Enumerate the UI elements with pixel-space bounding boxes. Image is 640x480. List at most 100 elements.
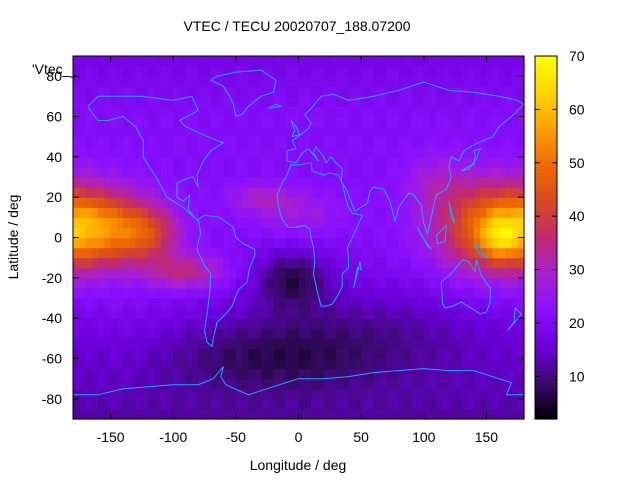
heatmap-cell bbox=[379, 257, 387, 269]
heatmap-cell bbox=[235, 187, 243, 198]
heatmap-cell bbox=[492, 156, 500, 168]
heatmap-cell bbox=[498, 318, 506, 329]
heatmap-cell bbox=[461, 146, 469, 158]
heatmap-cell bbox=[141, 257, 149, 269]
heatmap-cell bbox=[254, 197, 262, 208]
heatmap-cell bbox=[517, 257, 525, 269]
heatmap-cell bbox=[329, 287, 337, 299]
heatmap-cell bbox=[304, 388, 312, 400]
heatmap-cell bbox=[110, 257, 118, 269]
heatmap-cell bbox=[279, 116, 287, 128]
heatmap-cell bbox=[110, 146, 118, 158]
heatmap-cell bbox=[73, 187, 80, 198]
colorbar-cell bbox=[535, 289, 557, 295]
heatmap-cell bbox=[123, 217, 130, 229]
heatmap-cell bbox=[430, 86, 437, 97]
heatmap-cell bbox=[505, 308, 513, 319]
heatmap-cell bbox=[179, 56, 187, 67]
heatmap-cell bbox=[311, 187, 318, 198]
heatmap-cell bbox=[505, 328, 513, 339]
heatmap-cell bbox=[242, 76, 249, 87]
heatmap-cell bbox=[505, 227, 513, 239]
colorbar-cell bbox=[535, 273, 557, 279]
heatmap-cell bbox=[248, 277, 256, 289]
heatmap-cell bbox=[461, 96, 469, 108]
heatmap-cell bbox=[411, 368, 419, 380]
heatmap-cell bbox=[348, 96, 356, 108]
heatmap-cell bbox=[160, 217, 168, 229]
y-tick-label: 60 bbox=[46, 109, 62, 125]
heatmap-cell bbox=[235, 116, 243, 128]
heatmap-cell bbox=[217, 217, 224, 229]
heatmap-cell bbox=[436, 348, 444, 360]
heatmap-cell bbox=[392, 146, 400, 158]
heatmap-cell bbox=[104, 116, 112, 128]
heatmap-cell bbox=[185, 328, 193, 339]
heatmap-cell bbox=[398, 308, 406, 319]
heatmap-cell bbox=[367, 328, 375, 339]
heatmap-cell bbox=[141, 207, 149, 218]
heatmap-cell bbox=[223, 227, 231, 239]
heatmap-cell bbox=[154, 358, 162, 370]
heatmap-cell bbox=[135, 96, 143, 108]
heatmap-cell bbox=[298, 328, 306, 339]
heatmap-cell bbox=[304, 126, 312, 138]
heatmap-cell bbox=[329, 207, 337, 218]
heatmap-cell bbox=[104, 156, 112, 168]
heatmap-cell bbox=[392, 217, 400, 229]
colorbar-cell bbox=[535, 306, 557, 311]
heatmap-cell bbox=[361, 328, 368, 339]
heatmap-cell bbox=[204, 378, 212, 390]
heatmap-cell bbox=[398, 338, 406, 350]
heatmap-cell bbox=[336, 358, 343, 370]
heatmap-cell bbox=[473, 166, 481, 178]
heatmap-cell bbox=[329, 156, 337, 168]
heatmap-cell bbox=[204, 348, 212, 360]
heatmap-cell bbox=[242, 136, 249, 148]
heatmap-cell bbox=[392, 267, 400, 279]
heatmap-cell bbox=[116, 338, 124, 350]
heatmap-cell bbox=[461, 287, 469, 299]
heatmap-cell bbox=[91, 76, 99, 87]
heatmap-cell bbox=[98, 267, 105, 279]
heatmap-cell bbox=[430, 368, 437, 380]
heatmap-cell bbox=[154, 267, 162, 279]
heatmap-cell bbox=[498, 277, 506, 289]
heatmap-cell bbox=[285, 166, 293, 178]
heatmap-cell bbox=[267, 408, 275, 420]
colorbar-cell bbox=[535, 302, 557, 307]
heatmap-cell bbox=[242, 298, 249, 309]
heatmap-cell bbox=[260, 116, 268, 128]
heatmap-cell bbox=[267, 257, 275, 269]
heatmap-cell bbox=[486, 368, 494, 380]
heatmap-cell bbox=[442, 217, 450, 229]
heatmap-cell bbox=[323, 348, 331, 360]
colorbar-cell bbox=[535, 177, 557, 182]
heatmap-cell bbox=[398, 388, 406, 400]
heatmap-cell bbox=[123, 96, 130, 108]
heatmap-cell bbox=[436, 217, 444, 229]
heatmap-cell bbox=[379, 66, 387, 77]
heatmap-cell bbox=[480, 358, 488, 370]
heatmap-cell bbox=[116, 388, 124, 400]
heatmap-cell bbox=[455, 207, 462, 218]
heatmap-cell bbox=[461, 187, 469, 198]
heatmap-cell bbox=[511, 277, 519, 289]
heatmap-cell bbox=[505, 237, 513, 249]
heatmap-cell bbox=[210, 96, 218, 108]
heatmap-cell bbox=[235, 408, 243, 420]
colorbar-cell bbox=[535, 156, 557, 162]
heatmap-cell bbox=[204, 86, 212, 97]
heatmap-cell bbox=[342, 56, 350, 67]
heatmap-cell bbox=[473, 388, 481, 400]
heatmap-cell bbox=[98, 308, 105, 319]
heatmap-cell bbox=[229, 76, 237, 87]
heatmap-cell bbox=[367, 56, 375, 67]
heatmap-cell bbox=[430, 308, 437, 319]
heatmap-cell bbox=[110, 378, 118, 390]
heatmap-cell bbox=[217, 86, 224, 97]
heatmap-cell bbox=[79, 126, 87, 138]
heatmap-cell bbox=[160, 56, 168, 67]
heatmap-cell bbox=[79, 287, 87, 299]
heatmap-cell bbox=[423, 187, 431, 198]
